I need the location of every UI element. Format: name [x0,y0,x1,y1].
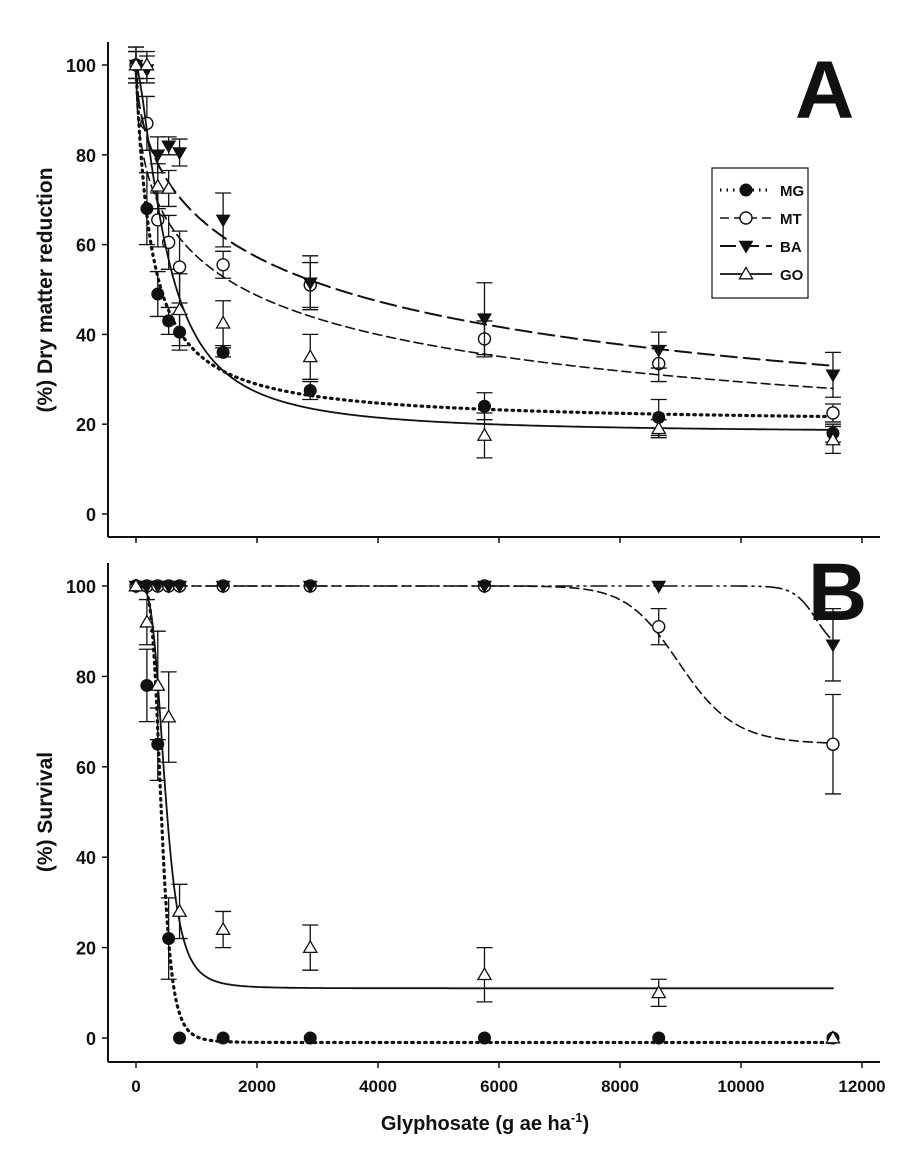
y-tick-label: 100 [66,577,96,597]
point-go [215,921,231,935]
point-mg [303,1031,317,1045]
point-go [139,614,155,628]
point-mg [173,1031,187,1045]
point-mt [652,619,666,634]
point-ba [150,149,166,163]
x-tick-label: 4000 [359,1077,397,1096]
x-axis-label: Glyphosate (g ae ha-1) [381,1110,589,1135]
y-tick-label: 80 [76,667,96,687]
point-go [302,348,318,363]
point-mg [162,314,176,328]
panel-a-label: A [795,45,854,136]
point-go [650,984,667,999]
point-go [476,966,493,981]
y-axis-label-b: (%) Survival [34,752,57,872]
x-tick-label: 6000 [480,1077,518,1096]
fit-curve-mt [135,585,834,744]
point-mg [216,345,230,359]
point-mt [826,406,840,420]
x-tick-label: 12000 [838,1077,885,1096]
point-mg [477,399,491,413]
y-tick-label: 60 [76,758,96,778]
point-mt [172,260,187,274]
point-go [302,939,318,954]
point-mg [477,1031,491,1045]
point-mg [303,384,317,398]
y-tick-label: 100 [66,56,96,76]
point-go [150,178,166,192]
point-ba [651,344,667,358]
point-mg [216,1031,230,1045]
legend: MG MT BA GO [711,167,809,299]
legend-marker-ba [738,240,754,254]
point-go [476,427,493,441]
point-go [825,1030,841,1044]
y-tick-label: 80 [76,146,96,166]
point-ba [825,639,841,653]
legend-marker-mt [739,211,753,225]
point-go [160,180,177,194]
point-ba [215,580,231,594]
point-mg [652,1031,666,1045]
panel-b-label: B [808,547,867,638]
point-go [171,903,188,917]
point-ba [150,580,166,594]
x-tick-label: 0 [131,1077,140,1096]
y-axis-label-a: (%) Dry matter reduction [34,167,57,412]
y-tick-label: 0 [86,1029,96,1049]
x-tick-label: 8000 [601,1077,639,1096]
point-go [650,420,667,435]
point-ba [172,147,188,161]
point-ba [651,580,667,594]
y-tick-label: 20 [76,939,96,959]
panel-b: 0 20 40 60 80 100 0 2000 4000 6000 8000 10000 12000 [66,563,886,1096]
point-ba [161,140,177,154]
point-ba [302,277,318,291]
x-axis-label-end: ) [582,1113,589,1135]
point-go [215,315,231,329]
x-axis-label-main: Glyphosate (g ae ha [381,1113,572,1135]
legend-label-ba: BA [780,239,802,256]
point-ba [172,580,188,594]
point-ba [477,580,492,594]
x-axis-label-sup: -1 [571,1110,583,1125]
y-tick-label: 20 [76,415,96,435]
fit-curve-go [135,585,834,990]
point-ba [161,580,177,594]
x-tick-label: 10000 [717,1077,764,1096]
legend-label-mg: MG [780,183,804,200]
point-ba [825,369,841,383]
point-ba [215,214,231,228]
point-go [171,301,188,316]
point-go [128,57,144,71]
point-go [139,57,155,71]
point-mt [826,737,840,751]
point-ba [302,580,318,594]
point-mt [216,258,230,272]
point-mg [140,678,154,692]
x-tick-label: 2000 [238,1077,276,1096]
point-go [825,432,841,446]
y-tick-label: 0 [86,505,96,525]
point-go [160,709,177,723]
point-go [128,578,144,592]
y-tick-label: 40 [76,325,96,345]
legend-marker-go [738,266,754,280]
legend-marker-mg [739,183,753,197]
panel-a: 0 20 40 60 80 100 [66,42,880,543]
point-go [150,677,166,691]
y-tick-label: 40 [76,848,96,868]
legend-label-mt: MT [780,211,802,228]
y-tick-label: 60 [76,236,96,256]
fit-curve-ba [135,585,834,642]
point-mg [151,287,165,301]
point-ba [477,313,492,327]
legend-label-go: GO [780,267,804,284]
